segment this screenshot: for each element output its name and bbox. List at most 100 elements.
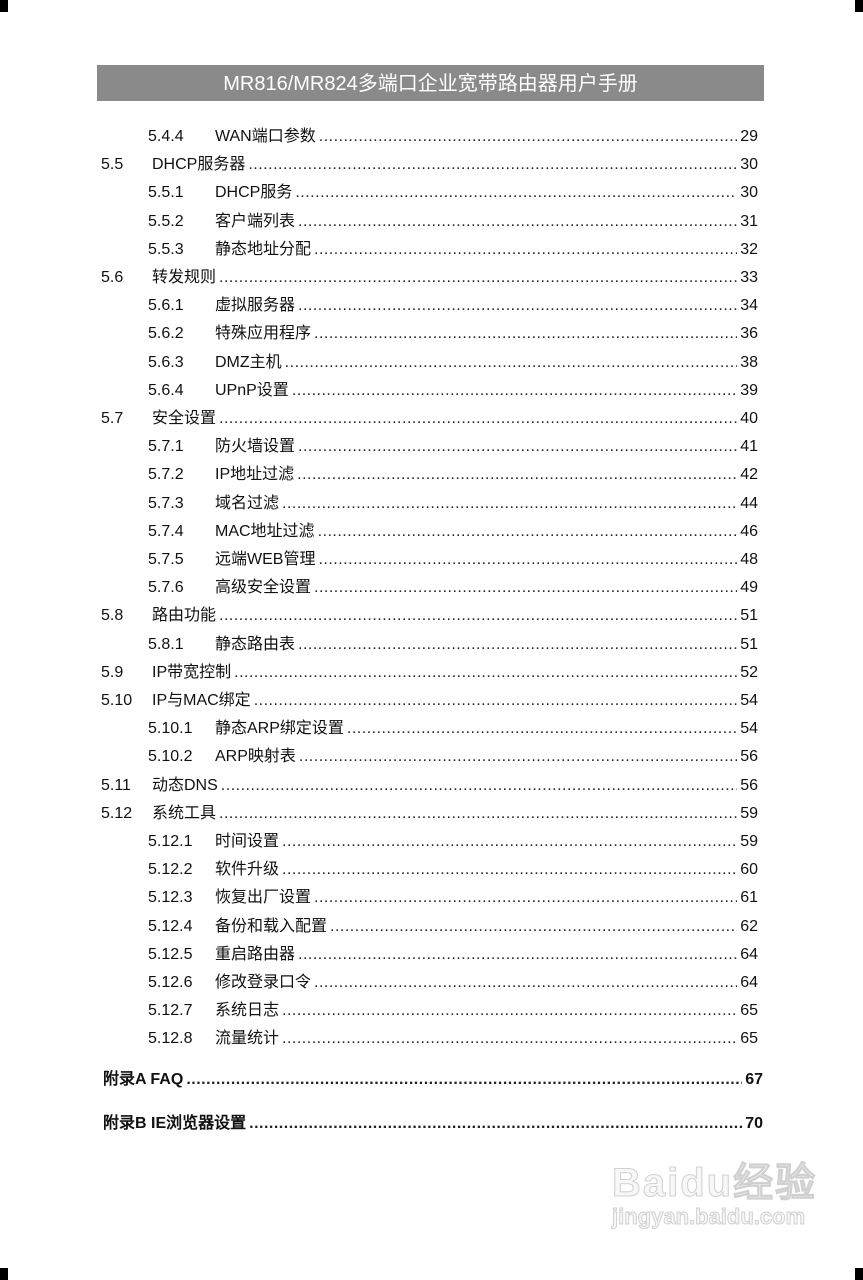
dot-leader xyxy=(219,409,737,429)
toc-entry-number: 5.9 xyxy=(101,663,124,681)
toc-entry-number: 5.7.4 xyxy=(148,522,184,540)
toc-appendix-entry[interactable]: 附录B IE浏览器设置 70 xyxy=(0,1106,763,1134)
toc-entry[interactable]: 5.8.1 静态路由表 51 xyxy=(0,627,758,655)
toc-entry[interactable]: 5.6.1 虚拟服务器 34 xyxy=(0,288,758,316)
toc-entry-body: 虚拟服务器 34 xyxy=(215,296,758,316)
toc-entry-page: 64 xyxy=(740,945,758,963)
toc-entry[interactable]: 5.5.2 客户端列表 31 xyxy=(0,204,758,232)
toc-entry-page: 49 xyxy=(740,579,758,597)
toc-entry[interactable]: 5.7.4 MAC地址过滤 46 xyxy=(0,514,758,542)
dot-leader xyxy=(314,324,737,344)
toc-entry-number: 5.7.1 xyxy=(148,438,184,456)
toc-entry-number: 5.12.6 xyxy=(148,974,193,991)
toc-entry-number: 5.8 xyxy=(101,607,124,625)
dot-leader xyxy=(299,747,737,767)
toc-entry[interactable]: 5.5 DHCP服务器 30 xyxy=(0,147,758,175)
toc-entry-page: 59 xyxy=(740,833,758,850)
toc-entry-title: IP带宽控制 xyxy=(152,663,232,681)
toc-entry[interactable]: 5.7.6 高级安全设置 49 xyxy=(0,570,758,598)
toc-entry-body: IP带宽控制 52 xyxy=(152,663,758,683)
toc-entry-page: 59 xyxy=(740,804,758,822)
toc-entry[interactable]: 5.5.3 静态地址分配 32 xyxy=(0,232,758,260)
toc-entry[interactable]: 5.10.2 ARP映射表 56 xyxy=(0,739,758,767)
toc-entry-body: 系统日志 65 xyxy=(215,1001,758,1021)
toc-entry-page: 33 xyxy=(740,269,758,286)
toc-entry-body: 流量统计 65 xyxy=(215,1029,758,1049)
toc-entry-page: 31 xyxy=(740,212,758,230)
toc-entry-body: DHCP服务 30 xyxy=(215,183,758,203)
toc-entry[interactable]: 5.8 路由功能 51 xyxy=(0,598,758,626)
toc-entry[interactable]: 5.12.8 流量统计 65 xyxy=(0,1021,758,1049)
toc-entry-number: 5.10 xyxy=(101,692,133,709)
toc-appendix-entry[interactable]: 附录A FAQ 67 xyxy=(0,1062,763,1090)
toc-entry-page: 29 xyxy=(740,128,758,145)
dot-leader xyxy=(298,945,737,965)
toc-entry-body: 附录A FAQ 67 xyxy=(103,1070,763,1090)
toc-entry-number: 5.12.5 xyxy=(148,945,193,963)
toc-entry-body: 时间设置 59 xyxy=(215,832,758,852)
toc-entry-page: 70 xyxy=(745,1115,763,1132)
toc-entry-title: 系统日志 xyxy=(215,1002,280,1020)
toc-entry-body: 备份和载入配置 62 xyxy=(215,917,758,937)
toc-entry-page: 42 xyxy=(740,466,758,484)
toc-entry-page: 60 xyxy=(740,861,758,879)
toc-entry-body: DHCP服务器 30 xyxy=(152,155,758,175)
dot-leader xyxy=(314,240,737,260)
toc-entry[interactable]: 5.7.2 IP地址过滤 42 xyxy=(0,457,758,485)
toc-entry[interactable]: 5.5.1 DHCP服务 30 xyxy=(0,175,758,203)
toc-entry[interactable]: 5.6.3 DMZ主机 38 xyxy=(0,345,758,373)
toc-entry[interactable]: 5.12.2 软件升级 60 xyxy=(0,852,758,880)
toc-entry[interactable]: 5.12.1 时间设置 59 xyxy=(0,824,758,852)
toc-entry-body: UPnP设置 39 xyxy=(215,381,758,401)
toc-entry-page: 62 xyxy=(740,917,758,935)
toc-entry[interactable]: 5.6 转发规则 33 xyxy=(0,260,758,288)
toc-entry-page: 65 xyxy=(740,1002,758,1020)
toc-entry-page: 51 xyxy=(740,635,758,653)
watermark-brand: Baidu经验 xyxy=(611,1161,818,1206)
toc-entry[interactable]: 5.6.2 特殊应用程序 36 xyxy=(0,316,758,344)
toc-entry[interactable]: 5.7.3 域名过滤 44 xyxy=(0,486,758,514)
toc-entry-body: 特殊应用程序 36 xyxy=(215,324,758,344)
toc-entry-number: 5.5.2 xyxy=(148,212,184,230)
toc-entry-title: 虚拟服务器 xyxy=(215,297,296,315)
dot-leader xyxy=(298,635,737,655)
toc-entry[interactable]: 5.10 IP与MAC绑定 54 xyxy=(0,683,758,711)
toc-entry[interactable]: 5.7 安全设置 40 xyxy=(0,401,758,429)
toc-entry[interactable]: 5.7.1 防火墙设置 41 xyxy=(0,429,758,457)
toc-entry-number: 5.6.2 xyxy=(148,325,184,343)
toc-entry-body: MAC地址过滤 46 xyxy=(215,522,758,542)
toc-entry-page: 44 xyxy=(740,494,758,512)
toc-entry-page: 46 xyxy=(740,522,758,540)
toc-entry[interactable]: 5.6.4 UPnP设置 39 xyxy=(0,373,758,401)
toc-entry[interactable]: 5.12 系统工具 59 xyxy=(0,796,758,824)
watermark-url: jingyan.baidu.com xyxy=(611,1204,806,1230)
toc-entry-number: 5.7.3 xyxy=(148,494,184,512)
toc-entry-body: 静态路由表 51 xyxy=(215,635,758,655)
toc-entry[interactable]: 5.9 IP带宽控制 52 xyxy=(0,655,758,683)
toc-entry-page: 52 xyxy=(740,663,758,681)
toc-entry-page: 54 xyxy=(740,720,758,738)
toc-entry-title: 静态地址分配 xyxy=(215,240,312,258)
toc-entry[interactable]: 5.12.4 备份和载入配置 62 xyxy=(0,909,758,937)
toc-entry-page: 54 xyxy=(740,692,758,709)
toc-entry-title: 静态ARP绑定设置 xyxy=(215,720,344,738)
toc-entry-number: 5.12.8 xyxy=(148,1030,193,1048)
toc-entry-number: 5.7.6 xyxy=(148,579,184,597)
toc-entry[interactable]: 5.12.5 重启路由器 64 xyxy=(0,937,758,965)
toc-entry-title: 特殊应用程序 xyxy=(215,325,312,343)
dot-leader xyxy=(297,465,737,485)
toc-entry-body: 动态DNS 56 xyxy=(152,776,758,796)
toc-entry[interactable]: 5.10.1 静态ARP绑定设置 54 xyxy=(0,711,758,739)
toc-entry-title: 修改登录口令 xyxy=(215,974,312,991)
toc-entry[interactable]: 5.12.6 修改登录口令 64 xyxy=(0,965,758,993)
dot-leader xyxy=(285,353,738,373)
toc-entry-body: 修改登录口令 64 xyxy=(215,973,758,993)
toc-entry-body: 静态ARP绑定设置 54 xyxy=(215,719,758,739)
toc-entry[interactable]: 5.7.5 远端WEB管理 48 xyxy=(0,542,758,570)
toc-entry[interactable]: 5.4.4 WAN端口参数 29 xyxy=(0,119,758,147)
toc-entry[interactable]: 5.12.7 系统日志 65 xyxy=(0,993,758,1021)
toc-entry[interactable]: 5.11 动态DNS 56 xyxy=(0,768,758,796)
toc-entry[interactable]: 5.12.3 恢复出厂设置 61 xyxy=(0,880,758,908)
crop-mark xyxy=(855,1268,863,1280)
dot-leader xyxy=(219,268,737,288)
